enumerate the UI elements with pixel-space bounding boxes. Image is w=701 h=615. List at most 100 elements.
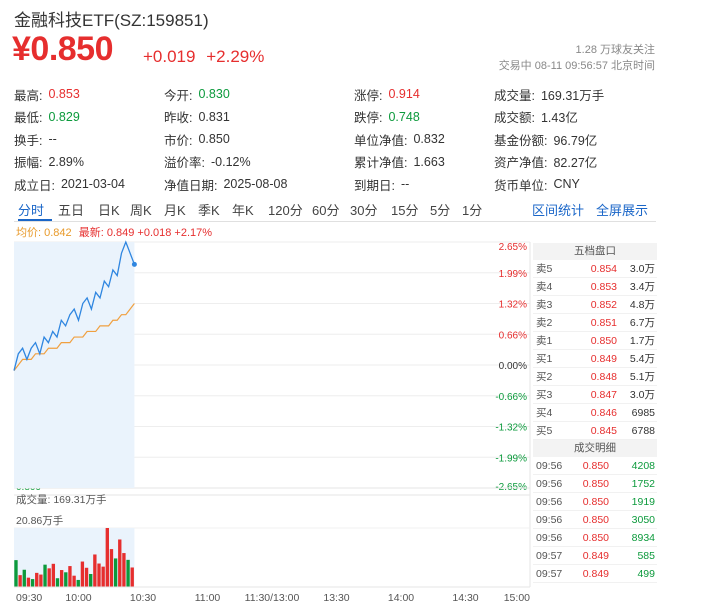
quote-value: 169.31万手 bbox=[540, 88, 605, 103]
tab-3[interactable]: 周K bbox=[130, 203, 152, 218]
quote-cell: 累计净值: 1.663 bbox=[354, 152, 445, 171]
avg-price-legend: 均价: 0.842 bbox=[16, 227, 72, 239]
pct-axis-label: 1.99% bbox=[499, 269, 527, 280]
stock-title: 金融科技ETF(SZ:159851) bbox=[14, 11, 209, 30]
quote-row: 成立日: 2021-03-04 净值日期: 2025-08-08 到期日: -- 货币单位:… bbox=[14, 173, 674, 196]
volume-bar bbox=[35, 572, 39, 587]
trade-row: 09:56 0.850 8934 bbox=[533, 529, 657, 547]
volume-total-label: 成交量: 169.31万手 bbox=[16, 493, 106, 506]
tab-10[interactable]: 15分 bbox=[391, 203, 419, 218]
quote-value: 0.748 bbox=[388, 109, 420, 124]
order-qty: 3.0万 bbox=[629, 389, 655, 401]
price-axis-label: 0.820 bbox=[16, 423, 41, 434]
time-axis-label: 11:30/13:00 bbox=[245, 592, 300, 604]
order-price: 0.849 bbox=[590, 352, 617, 365]
quote-value: -0.12% bbox=[210, 154, 251, 169]
quote-cell: 跌停: 0.748 bbox=[354, 107, 420, 126]
volume-bar bbox=[126, 559, 130, 587]
quote-cell: 成立日: 2021-03-04 bbox=[14, 175, 125, 194]
quote-value: 2021-03-04 bbox=[60, 177, 125, 192]
price-line bbox=[13, 240, 136, 371]
chart-legend: 均价: 0.842 最新: 0.849 +0.018 +2.17% bbox=[16, 224, 212, 240]
tab-12[interactable]: 1分 bbox=[462, 203, 483, 218]
volume-bar bbox=[76, 579, 80, 587]
trade-time: 09:56 bbox=[536, 531, 563, 544]
quote-label: 成交量: bbox=[494, 88, 535, 103]
quote-value: 0.830 bbox=[198, 87, 230, 102]
time-axis-label: 10:30 bbox=[130, 592, 156, 604]
trade-qty: 3050 bbox=[631, 513, 655, 526]
trade-price: 0.850 bbox=[582, 495, 609, 508]
tab-2[interactable]: 日K bbox=[98, 203, 120, 218]
trades-title: 成交明细 bbox=[533, 440, 657, 457]
trade-qty: 1919 bbox=[631, 495, 655, 508]
quote-label: 溢价率: bbox=[164, 156, 205, 171]
tab-9[interactable]: 30分 bbox=[350, 203, 378, 218]
order-price: 0.854 bbox=[590, 262, 617, 275]
trading-status: 交易中 08-11 09:56:57 北京时间 bbox=[498, 60, 655, 72]
order-book-row: 买3 0.847 3.0万 bbox=[533, 386, 657, 404]
quote-row: 换手: -- 市价: 0.850 单位净值: 0.832 基金份额: 96.79亿 bbox=[14, 128, 674, 151]
quote-cell: 货币单位: CNY bbox=[494, 175, 580, 194]
price-axis-label: 0.853 bbox=[16, 242, 41, 253]
order-price: 0.851 bbox=[590, 316, 617, 329]
latest-price-legend: 最新: 0.849 +0.018 +2.17% bbox=[78, 227, 213, 239]
trade-row: 09:57 0.849 499 bbox=[533, 565, 657, 583]
trade-price: 0.850 bbox=[582, 477, 609, 490]
tab-5[interactable]: 季K bbox=[198, 203, 220, 218]
quote-cell: 净值日期: 2025-08-08 bbox=[164, 175, 287, 194]
time-axis-label: 11:00 bbox=[195, 592, 221, 604]
time-axis-label: 15:00 bbox=[504, 592, 530, 604]
order-book-row: 卖3 0.852 4.8万 bbox=[533, 296, 657, 314]
order-price: 0.848 bbox=[590, 370, 617, 383]
tab-7[interactable]: 120分 bbox=[268, 203, 303, 218]
trade-qty: 585 bbox=[637, 549, 655, 562]
quote-cell: 到期日: -- bbox=[354, 175, 409, 194]
time-axis-label: 14:00 bbox=[388, 592, 414, 604]
order-book-row: 买2 0.848 5.1万 bbox=[533, 368, 657, 386]
quote-label: 资产净值: bbox=[494, 156, 548, 171]
volume-bar bbox=[101, 566, 105, 587]
tab-4[interactable]: 月K bbox=[164, 203, 186, 218]
price-change: +0.019 +2.29% bbox=[143, 47, 264, 67]
trade-price: 0.849 bbox=[582, 549, 609, 562]
quote-value: 0.831 bbox=[198, 109, 230, 124]
elapsed-region bbox=[14, 242, 135, 488]
order-book-row: 买1 0.849 5.4万 bbox=[533, 350, 657, 368]
quote-label: 净值日期: bbox=[164, 178, 218, 193]
tab-0[interactable]: 分时 bbox=[18, 203, 45, 218]
quote-value: 0.914 bbox=[388, 87, 420, 102]
trade-qty: 499 bbox=[637, 567, 655, 580]
trade-qty: 8934 bbox=[631, 531, 655, 544]
quote-row: 振幅: 2.89% 溢价率: -0.12% 累计净值: 1.663 资产净值: 82.27亿 bbox=[14, 151, 674, 174]
price-axis-label: 0.809 bbox=[16, 482, 41, 493]
current-price: ¥0.850 bbox=[12, 30, 114, 68]
order-price: 0.853 bbox=[590, 280, 617, 293]
tab-6[interactable]: 年K bbox=[232, 203, 254, 218]
tab-8[interactable]: 60分 bbox=[312, 203, 340, 218]
pct-axis-label: -1.99% bbox=[495, 453, 527, 464]
volume-bar bbox=[80, 561, 85, 587]
tab-11[interactable]: 5分 bbox=[430, 203, 451, 218]
price-axis-label: 0.837 bbox=[16, 330, 41, 341]
range-stats-link[interactable]: 区间统计 bbox=[532, 203, 585, 218]
quote-value: 2025-08-08 bbox=[223, 177, 288, 192]
order-price: 0.852 bbox=[590, 298, 617, 311]
fullscreen-link[interactable]: 全屏展示 bbox=[596, 203, 649, 218]
volume-bar bbox=[130, 567, 134, 587]
order-qty: 5.1万 bbox=[629, 371, 655, 383]
quote-row: 最低: 0.829 昨收: 0.831 跌停: 0.748 成交额: 1.43亿 bbox=[14, 106, 674, 129]
volume-bar bbox=[68, 566, 72, 587]
price-axis-label: 0.842 bbox=[16, 300, 41, 311]
followers-count[interactable]: 1.28 万球友关注 bbox=[575, 44, 655, 56]
order-book-row: 买5 0.845 6788 bbox=[533, 422, 657, 440]
header-meta: 1.28 万球友关注 交易中 08-11 09:56:57 北京时间 bbox=[499, 42, 655, 74]
trade-row: 09:56 0.850 1752 bbox=[533, 475, 657, 493]
trade-price: 0.850 bbox=[582, 459, 609, 472]
tab-1[interactable]: 五日 bbox=[58, 203, 85, 218]
volume-bar bbox=[26, 577, 31, 587]
order-price: 0.847 bbox=[590, 388, 617, 401]
trade-price: 0.850 bbox=[582, 531, 609, 544]
order-qty: 3.4万 bbox=[629, 281, 655, 293]
quote-label: 货币单位: bbox=[494, 178, 548, 193]
